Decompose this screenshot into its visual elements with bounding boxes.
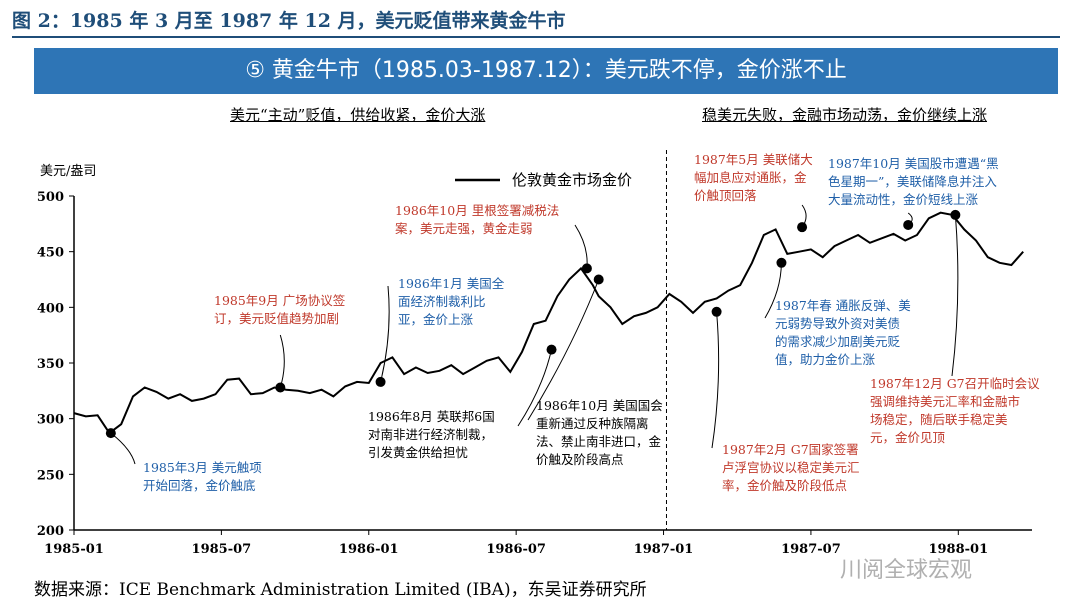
annotation-line: 强调维持美元汇率和金融市 (870, 394, 1020, 409)
annotation-line: 1986年1月 美国全 (398, 276, 505, 291)
legend-label: 伦敦黄金市场金价 (512, 171, 632, 189)
annotation-line: 亚，金价上涨 (398, 312, 474, 327)
x-tick-label: 1987-01 (634, 542, 694, 557)
x-tick-label: 1986-07 (486, 542, 546, 557)
annotation-line: 1986年10月 里根签署减税法 (395, 203, 559, 218)
annotation-marker (711, 306, 722, 317)
annotation-text: 1985年3月 美元触项开始回落，金价触底 (143, 460, 262, 493)
x-tick-label: 1986-01 (339, 542, 399, 557)
annotation-marker (776, 257, 787, 268)
annotation-line: 价触及阶段高点 (536, 452, 624, 467)
annotation-marker (105, 428, 116, 439)
annotation-line: 卢浮宫协议以稳定美元汇 (722, 460, 860, 475)
annotation-marker (375, 376, 386, 387)
annotation-text: 1985年9月 广场协议签订，美元贬值趋势加剧 (214, 293, 346, 326)
annotation-line: 面经济制裁利比 (398, 294, 486, 309)
annotation-line: 1986年10月 美国国会 (536, 398, 663, 413)
annotation-leader (951, 214, 959, 377)
annotation-line: 值，助力金价上涨 (775, 352, 876, 367)
annotation-line: 1987年2月 G7国家签署 (722, 442, 859, 457)
x-tick-label: 1985-01 (44, 542, 104, 557)
gold-price-line (73, 211, 1024, 435)
annotation-line: 1987年10月 美国股市遭遇“黑 (828, 156, 999, 171)
annotation-line: 对南非进行经济制裁， (368, 427, 493, 442)
annotation-leader (380, 285, 390, 383)
annotation-line: 1987年12月 G7召开临时会议 (870, 376, 1040, 391)
annotation-line: 的需求减少加剧美元贬 (775, 334, 901, 349)
annotation-marker (275, 382, 286, 393)
annotation-line: 大量流动性，金价短线上涨 (828, 192, 979, 207)
x-tick-label: 1985-07 (192, 542, 252, 557)
y-tick-label: 350 (37, 357, 64, 372)
annotation-leader (527, 279, 600, 421)
annotation-line: 法、禁止南非进口，金 (536, 434, 662, 449)
annotation-line: 1987年春 通胀反弹、美 (775, 298, 911, 313)
subtitle-right: 稳美元失败，金融市场动荡，金价继续上涨 (702, 106, 988, 124)
period-banner: ⑤ 黄金牛市（1985.03-1987.12）：美元跌不停，金价涨不止 (34, 48, 1058, 94)
x-tick-label: 1988-01 (928, 542, 988, 557)
annotation-line: 重新通过反种族隔离 (536, 416, 649, 431)
annotation-leader (711, 311, 720, 449)
annotation-line: 1987年5月 美联储大 (694, 152, 813, 167)
y-tick-label: 250 (37, 468, 64, 483)
annotation-text: 1987年2月 G7国家签署卢浮宫协议以稳定美元汇率，金价触及阶段低点 (722, 442, 860, 493)
annotation-line: 1985年3月 美元触项 (143, 460, 262, 475)
annotation-line: 幅加息应对通胀，金 (694, 170, 807, 185)
y-tick-label: 300 (37, 413, 64, 428)
y-tick-label: 450 (37, 246, 64, 261)
annotation-line: 开始回落，金价触底 (143, 478, 256, 493)
annotation-line: 价触顶回落 (694, 188, 757, 203)
annotation-text: 1986年1月 美国全面经济制裁利比亚，金价上涨 (398, 276, 505, 327)
y-tick-label: 400 (37, 301, 64, 316)
y-axis-label: 美元/盎司 (40, 164, 96, 179)
figure-title: 图 2：1985 年 3 月至 1987 年 12 月，美元贬值带来黄金牛市 (12, 10, 566, 32)
annotation-marker (797, 222, 808, 233)
annotation-text: 1986年10月 美国国会重新通过反种族隔离法、禁止南非进口，金价触及阶段高点 (536, 398, 663, 467)
annotation-line: 1985年9月 广场协议签 (214, 293, 346, 308)
annotation-text: 1987年12月 G7召开临时会议强调维持美元汇率和金融市场稳定，随后联手稳定美… (870, 376, 1040, 445)
annotation-line: 案，美元走强，黄金走弱 (395, 221, 533, 236)
annotation-line: 色星期一”，美联储降息并注入 (828, 174, 997, 189)
annotation-line: 场稳定，随后联手稳定美 (870, 412, 1008, 427)
annotation-marker (950, 209, 961, 220)
x-tick-label: 1987-07 (781, 542, 841, 557)
y-tick-label: 200 (37, 524, 64, 539)
annotation-leader (517, 349, 552, 427)
annotation-line: 率，金价触及阶段低点 (722, 478, 847, 493)
subtitle-left: 美元“主动”贬值，供给收紧，金价大涨 (230, 106, 486, 124)
annotation-leader (110, 432, 136, 465)
annotation-line: 1986年8月 英联邦6国 (368, 409, 495, 424)
title-divider (12, 36, 1060, 38)
watermark: 川阅全球宏观 (840, 558, 973, 583)
annotation-text: 1987年5月 美联储大幅加息应对通胀，金价触顶回落 (694, 152, 813, 203)
annotation-text: 1987年春 通胀反弹、美元弱势导致外资对美债的需求减少加剧美元贬值，助力金价上… (775, 298, 911, 367)
annotation-leader (574, 224, 588, 269)
annotation-text: 1986年8月 英联邦6国对南非进行经济制裁， 引发黄金供给担忧 (368, 409, 495, 460)
annotation-marker (903, 219, 914, 230)
source-note: 数据来源：ICE Benchmark Administration Limite… (34, 580, 647, 600)
annotation-text: 1987年10月 美国股市遭遇“黑色星期一”，美联储降息并注入大量流动性，金价短… (828, 156, 999, 207)
annotation-leader (279, 334, 285, 388)
annotation-marker (546, 344, 557, 355)
annotation-marker (593, 274, 604, 285)
annotation-line: 元，金价见顶 (870, 430, 946, 445)
annotation-line: 订，美元贬值趋势加剧 (214, 311, 339, 326)
annotation-marker (581, 263, 592, 274)
annotation-text: 1986年10月 里根签署减税法案，美元走强，黄金走弱 (395, 203, 559, 236)
annotation-line: 引发黄金供给担忧 (368, 445, 468, 460)
annotation-line: 元弱势导致外资对美债 (775, 316, 900, 331)
y-tick-label: 500 (37, 190, 64, 205)
